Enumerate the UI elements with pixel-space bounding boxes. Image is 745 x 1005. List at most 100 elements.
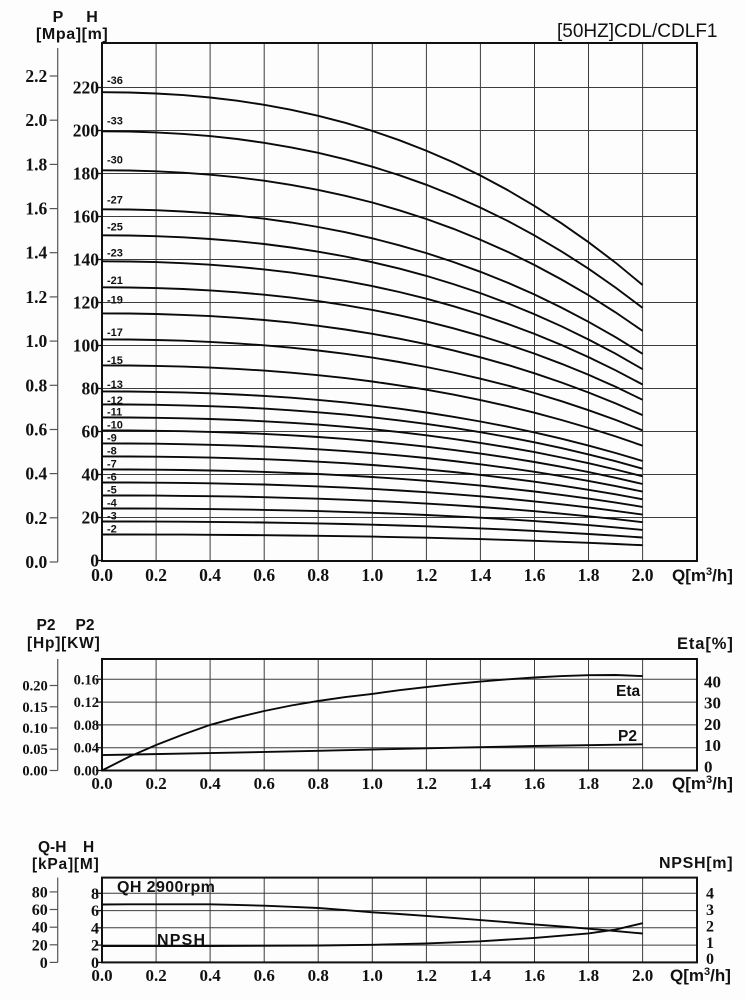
svg-text:0.2: 0.2: [25, 508, 47, 528]
svg-text:0.04: 0.04: [74, 741, 99, 757]
svg-text:20: 20: [704, 715, 721, 734]
svg-text:-7: -7: [107, 458, 117, 470]
svg-text:0: 0: [90, 551, 99, 571]
svg-text:[50HZ]CDL/CDLF1: [50HZ]CDL/CDLF1: [557, 21, 718, 42]
svg-text:P2: P2: [76, 617, 95, 634]
svg-text:-30: -30: [107, 154, 123, 166]
svg-text:180: 180: [73, 164, 100, 184]
svg-text:Q[m3/h]: Q[m3/h]: [670, 966, 731, 985]
svg-text:0: 0: [704, 758, 713, 777]
svg-text:2.0: 2.0: [632, 966, 653, 985]
svg-text:1.2: 1.2: [25, 287, 47, 307]
svg-text:NPSH[m]: NPSH[m]: [659, 855, 733, 872]
svg-text:0.16: 0.16: [74, 672, 99, 688]
svg-text:2.0: 2.0: [25, 110, 47, 130]
svg-text:200: 200: [73, 121, 100, 141]
svg-text:-10: -10: [107, 419, 123, 431]
svg-text:1.8: 1.8: [578, 565, 600, 585]
svg-text:1.6: 1.6: [524, 966, 545, 985]
svg-text:0.12: 0.12: [74, 695, 99, 711]
svg-text:-25: -25: [107, 221, 123, 233]
svg-text:0.4: 0.4: [199, 565, 221, 585]
svg-text:30: 30: [704, 694, 721, 713]
svg-text:-2: -2: [107, 524, 117, 536]
svg-text:40: 40: [32, 920, 48, 937]
svg-text:1.0: 1.0: [361, 565, 383, 585]
svg-text:1.6: 1.6: [524, 565, 546, 585]
svg-text:1.0: 1.0: [362, 774, 383, 793]
svg-text:-6: -6: [107, 472, 117, 484]
svg-text:-33: -33: [107, 115, 123, 127]
svg-text:Eta: Eta: [616, 683, 641, 700]
svg-text:1.8: 1.8: [25, 154, 47, 174]
svg-text:Q[m3/h]: Q[m3/h]: [672, 566, 733, 585]
svg-text:0.0: 0.0: [91, 565, 113, 585]
svg-text:20: 20: [32, 937, 48, 954]
svg-text:2.0: 2.0: [632, 774, 653, 793]
svg-text:4: 4: [706, 885, 714, 902]
svg-text:0.4: 0.4: [25, 464, 47, 484]
svg-text:-12: -12: [107, 395, 123, 407]
svg-text:3: 3: [706, 902, 714, 919]
svg-text:-36: -36: [107, 75, 123, 87]
svg-text:2.2: 2.2: [25, 66, 47, 86]
svg-text:1.4: 1.4: [25, 243, 47, 263]
svg-text:-5: -5: [107, 485, 117, 497]
svg-text:80: 80: [32, 884, 48, 901]
svg-text:100: 100: [73, 336, 100, 356]
svg-text:1: 1: [706, 935, 714, 952]
svg-text:0.6: 0.6: [254, 774, 275, 793]
svg-text:60: 60: [82, 422, 100, 442]
svg-text:0.00: 0.00: [74, 764, 99, 780]
svg-text:-21: -21: [107, 275, 123, 287]
svg-text:0.8: 0.8: [308, 966, 329, 985]
svg-text:140: 140: [73, 250, 100, 270]
svg-text:80: 80: [82, 379, 100, 399]
svg-text:Eta[%]: Eta[%]: [677, 635, 734, 653]
svg-text:220: 220: [73, 78, 100, 98]
svg-text:-19: -19: [107, 294, 123, 306]
svg-text:0.4: 0.4: [199, 774, 221, 793]
svg-text:0.0: 0.0: [91, 966, 112, 985]
svg-text:0.6: 0.6: [254, 966, 275, 985]
svg-text:[Mpa][m]: [Mpa][m]: [36, 26, 108, 43]
svg-text:2: 2: [706, 918, 714, 935]
svg-text:1.2: 1.2: [416, 966, 437, 985]
svg-text:-3: -3: [107, 511, 117, 523]
svg-text:120: 120: [73, 293, 100, 313]
svg-text:0.15: 0.15: [22, 700, 47, 716]
svg-text:1.2: 1.2: [416, 774, 437, 793]
svg-text:20: 20: [82, 508, 100, 528]
svg-text:[kPa][M]: [kPa][M]: [32, 856, 100, 873]
svg-text:P: P: [53, 9, 64, 26]
svg-text:0.8: 0.8: [308, 774, 329, 793]
svg-text:-27: -27: [107, 194, 123, 206]
svg-text:0.2: 0.2: [145, 966, 166, 985]
svg-text:0.0: 0.0: [91, 774, 112, 793]
svg-text:4: 4: [91, 920, 99, 937]
svg-text:-23: -23: [107, 247, 123, 259]
svg-text:P2: P2: [37, 617, 56, 634]
svg-text:1.8: 1.8: [578, 774, 599, 793]
svg-text:0.2: 0.2: [145, 774, 166, 793]
svg-text:2.0: 2.0: [632, 565, 654, 585]
svg-text:Q-H: Q-H: [38, 839, 66, 856]
svg-text:QH 2900rpm: QH 2900rpm: [117, 879, 215, 896]
svg-text:1.2: 1.2: [415, 565, 437, 585]
svg-text:8: 8: [91, 886, 99, 903]
svg-text:-9: -9: [107, 432, 117, 444]
svg-text:0: 0: [706, 951, 714, 968]
svg-text:1.4: 1.4: [470, 966, 492, 985]
svg-text:1.0: 1.0: [25, 331, 47, 351]
svg-text:-15: -15: [107, 355, 123, 367]
svg-text:0.6: 0.6: [25, 420, 47, 440]
svg-text:H: H: [86, 9, 98, 26]
svg-text:160: 160: [73, 207, 100, 227]
svg-text:0: 0: [91, 955, 99, 972]
svg-text:0.00: 0.00: [22, 764, 47, 780]
svg-text:-17: -17: [107, 327, 123, 339]
svg-text:1.6: 1.6: [25, 199, 47, 219]
svg-text:1.0: 1.0: [362, 966, 383, 985]
svg-text:0.20: 0.20: [22, 679, 47, 695]
svg-text:0.8: 0.8: [25, 375, 47, 395]
